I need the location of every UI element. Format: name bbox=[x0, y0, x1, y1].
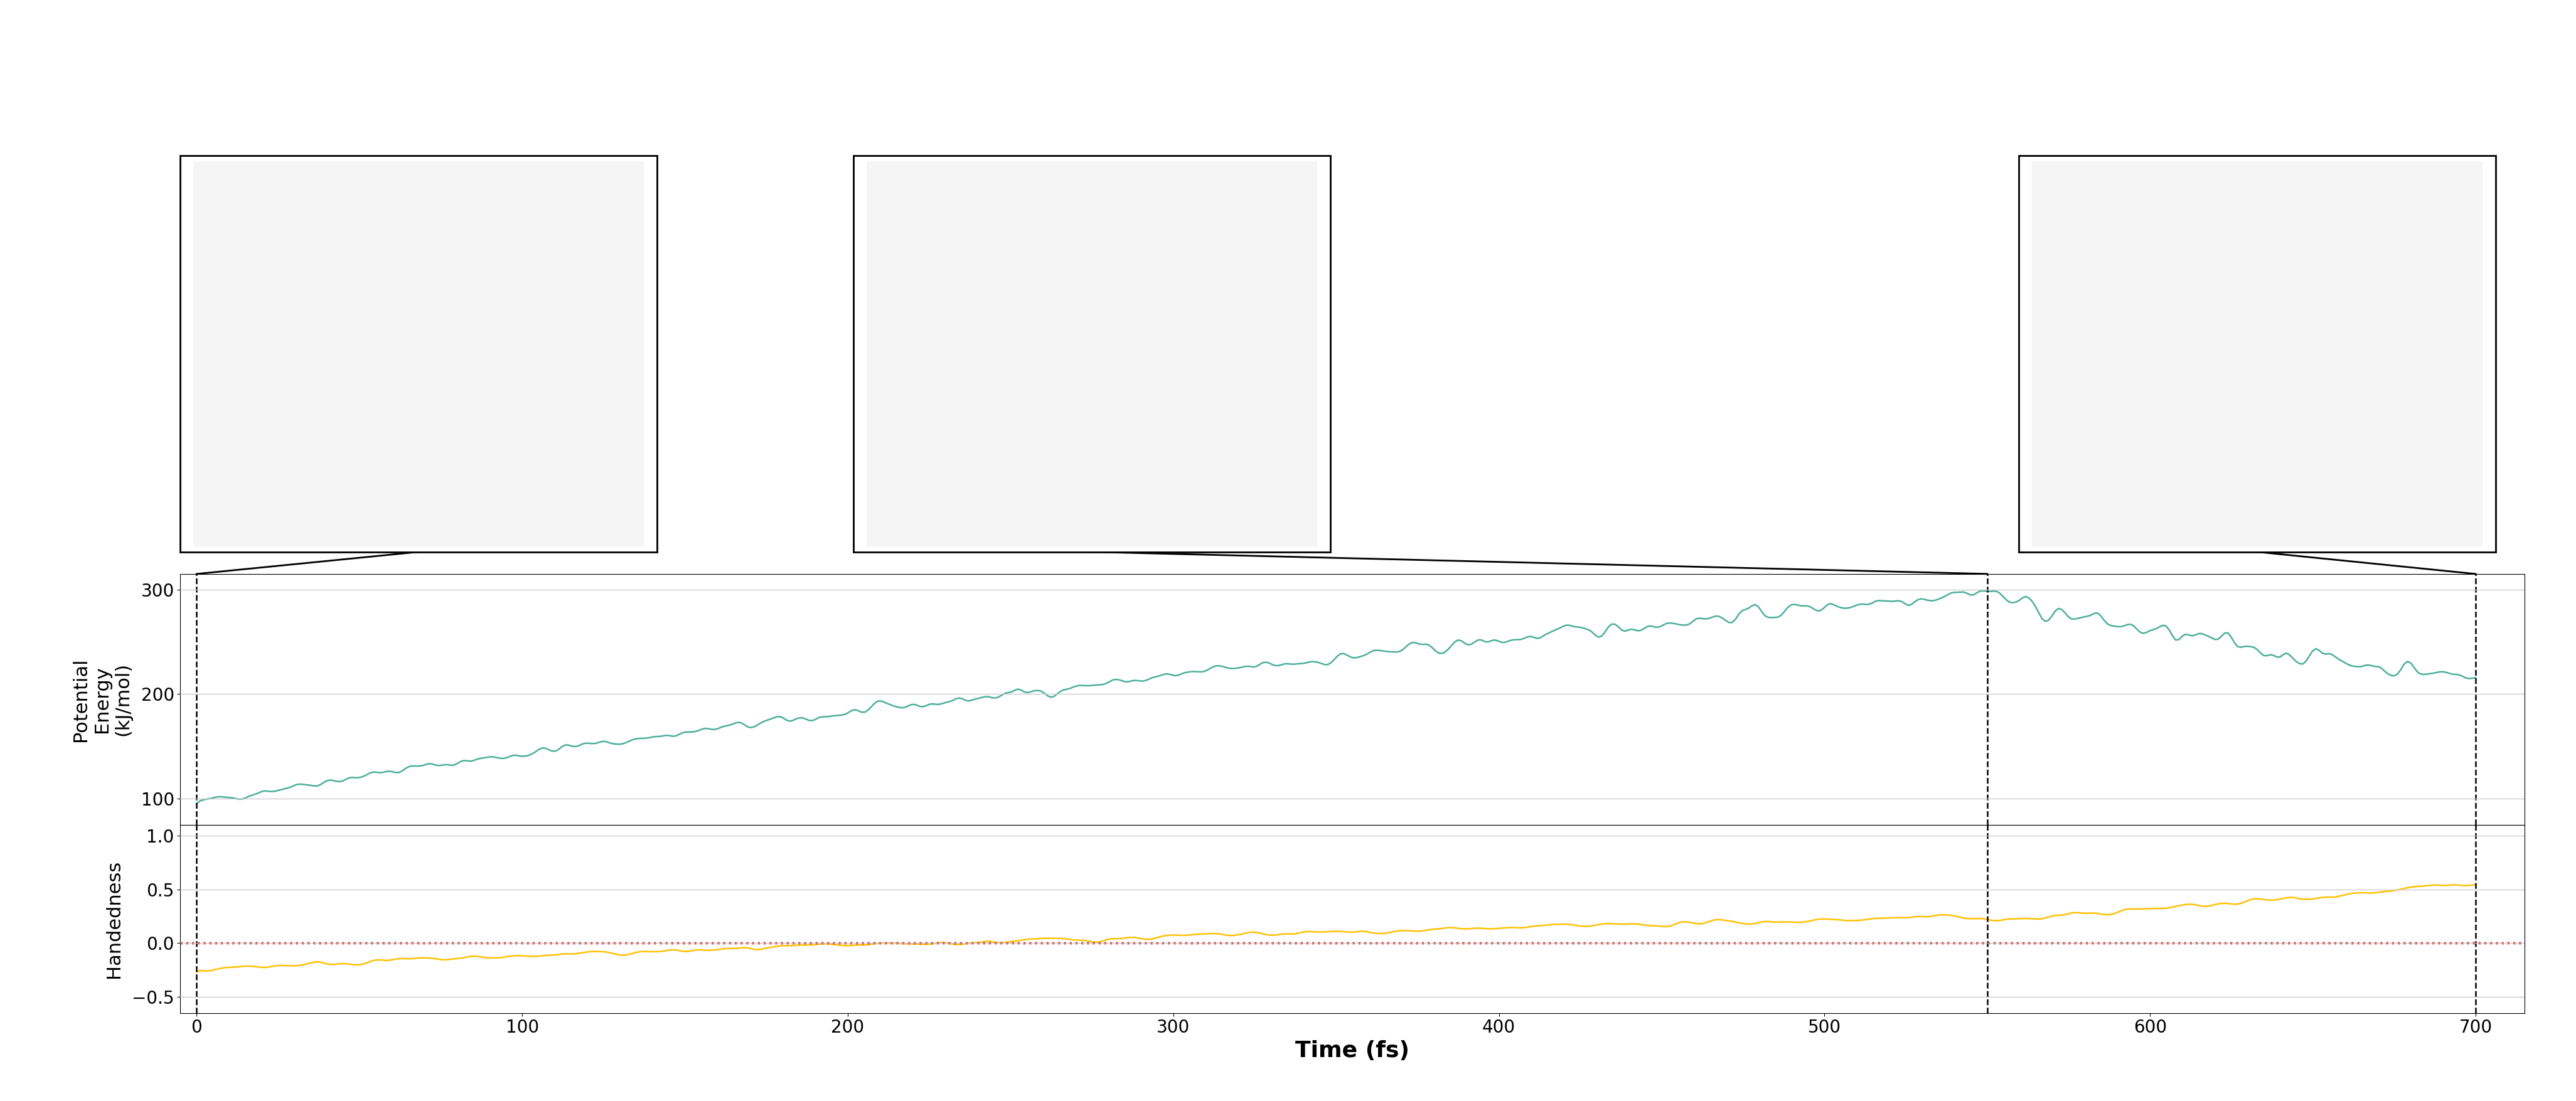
Y-axis label: Potential
Energy
(kJ/mol): Potential Energy (kJ/mol) bbox=[72, 657, 131, 741]
Y-axis label: Handedness: Handedness bbox=[106, 860, 124, 978]
X-axis label: Time (fs): Time (fs) bbox=[1296, 1040, 1409, 1061]
